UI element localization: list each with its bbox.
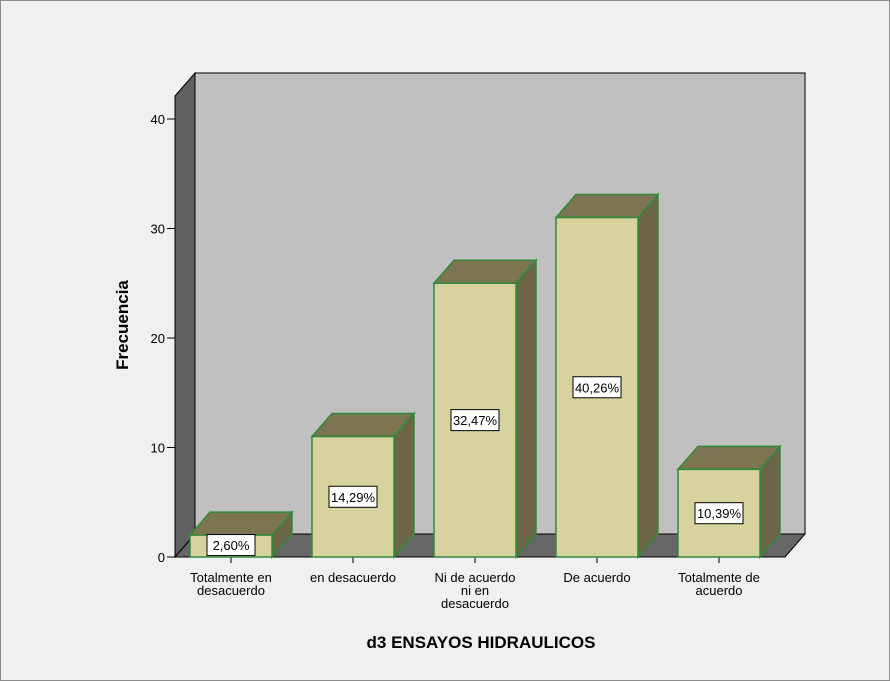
y-tick-label: 10 (151, 441, 165, 456)
bar-side (393, 411, 415, 560)
x-category-label: De acuerdo (563, 570, 630, 585)
data-label: 10,39% (697, 506, 742, 521)
x-category-label: Totalmente en desacuerdo (190, 570, 272, 598)
y-tick-label: 20 (151, 331, 165, 346)
x-category-label: Ni de acuerdo ni en desacuerdo (435, 570, 516, 611)
data-label: 32,47% (453, 413, 498, 428)
data-label-box (694, 502, 744, 525)
y-tick-label: 0 (158, 550, 165, 565)
bar-side (637, 192, 659, 560)
bar (554, 192, 660, 560)
data-label-box (206, 534, 256, 557)
y-tick-label: 40 (151, 112, 165, 127)
data-label: 2,60% (213, 538, 250, 553)
data-label-box (450, 409, 500, 432)
bar (676, 444, 782, 560)
x-category-label: en desacuerdo (310, 570, 396, 585)
data-label-box (572, 376, 622, 399)
bar-side (515, 258, 537, 560)
x-axis-title: d3 ENSAYOS HIDRAULICOS (367, 633, 596, 652)
y-tick-label: 30 (151, 222, 165, 237)
bar (432, 258, 538, 560)
side-wall (174, 71, 196, 559)
y-axis-title: Frecuencia (113, 280, 132, 370)
data-label: 14,29% (331, 490, 376, 505)
data-label-box (328, 485, 378, 508)
bar (310, 411, 416, 560)
data-label: 40,26% (575, 380, 620, 395)
x-category-label: Totalmente de acuerdo (678, 570, 760, 598)
